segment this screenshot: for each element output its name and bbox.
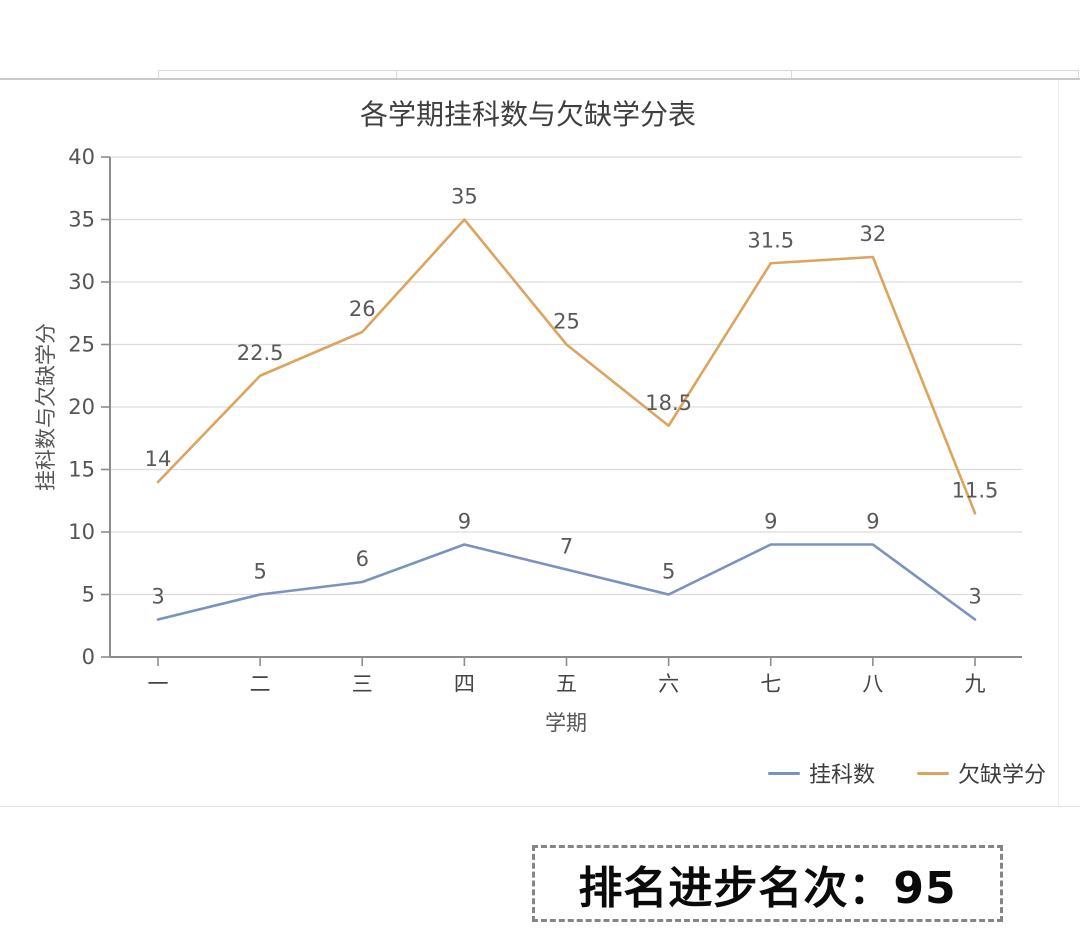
window-top-edge [0,78,1080,80]
data-label: 9 [764,510,777,534]
data-label: 3 [151,585,164,609]
data-label: 5 [662,560,675,584]
y-tick-label: 5 [82,583,95,607]
x-tick-label: 八 [862,672,883,696]
rank-note-text: 排名进步名次：95 [578,862,957,914]
y-tick-label: 15 [68,458,95,482]
data-label: 22.5 [237,341,284,365]
y-axis-title: 挂科数与欠缺学分 [34,323,58,491]
data-label: 31.5 [747,228,794,252]
data-label: 7 [560,535,573,559]
data-label: 26 [349,297,376,321]
tab-strip-divider [791,71,792,78]
legend-label-failed-courses: 挂科数 [809,763,876,788]
x-tick-label: 九 [965,672,986,696]
chart-card [0,80,1080,806]
data-label: 9 [458,510,471,534]
x-tick-label: 二 [250,672,271,696]
legend-line-swatch-blue [768,771,800,775]
window-tab-strip [158,70,1079,78]
series-line-0 [156,543,977,621]
legend-line-swatch-orange [917,771,950,775]
y-tick-label: 10 [68,520,95,544]
y-tick-label: 35 [68,208,95,232]
x-tick-label: 三 [352,672,373,696]
series-line-1 [156,218,977,515]
rank-note-box: 排名进步名次：95 [532,845,1003,922]
y-tick-label: 30 [68,270,95,294]
y-tick-label: 25 [68,333,95,357]
legend-label-missing-credits: 欠缺学分 [958,763,1047,788]
y-tick-label: 20 [68,395,95,419]
x-tick-label: 四 [454,672,475,696]
data-label: 35 [451,185,478,209]
x-tick-label: 五 [556,672,577,696]
y-tick-label: 0 [82,645,95,669]
chart-card-right-border [1058,80,1059,806]
x-tick-label: 六 [658,672,679,696]
data-label: 9 [866,510,879,534]
y-tick-label: 40 [68,145,95,169]
data-label: 11.5 [952,478,999,502]
data-label: 32 [860,222,887,246]
x-axis-title: 学期 [545,711,587,735]
data-label: 5 [253,560,266,584]
data-label: 6 [356,547,369,571]
data-label: 14 [145,447,172,471]
legend-item-missing-credits: 欠缺学分 [917,757,1046,789]
tab-strip-divider [396,71,397,78]
data-label: 18.5 [645,391,692,415]
chart-card-bottom-border [0,806,1080,807]
data-label: 25 [553,310,580,334]
chart-legend: 挂科数 欠缺学分 [768,757,1046,789]
chart-title: 各学期挂科数与欠缺学分表 [359,98,697,131]
x-tick-label: 一 [148,672,169,696]
legend-item-failed-courses: 挂科数 [768,757,875,789]
x-tick-label: 七 [760,672,781,696]
data-label: 3 [968,585,981,609]
